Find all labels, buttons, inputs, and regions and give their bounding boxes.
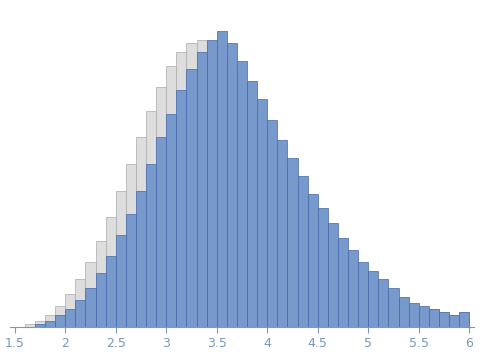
Bar xyxy=(287,185,298,327)
Bar xyxy=(86,288,95,327)
Bar xyxy=(217,61,227,327)
Bar xyxy=(106,217,116,327)
Bar xyxy=(298,176,308,327)
Bar xyxy=(277,140,287,327)
Bar xyxy=(156,87,166,327)
Bar xyxy=(247,81,257,327)
Bar xyxy=(328,244,338,327)
Bar xyxy=(86,262,95,327)
Bar xyxy=(136,138,146,327)
Bar xyxy=(257,99,267,327)
Bar xyxy=(389,288,398,327)
Bar xyxy=(25,324,35,327)
Bar xyxy=(439,312,449,327)
Bar xyxy=(95,241,106,327)
Bar xyxy=(176,90,186,327)
Bar xyxy=(429,309,439,327)
Bar xyxy=(207,40,217,327)
Bar xyxy=(398,297,408,327)
Bar xyxy=(106,256,116,327)
Bar xyxy=(126,164,136,327)
Bar xyxy=(459,312,469,327)
Bar xyxy=(146,111,156,327)
Bar xyxy=(408,309,419,327)
Bar xyxy=(166,66,176,327)
Bar xyxy=(55,306,65,327)
Bar xyxy=(65,309,76,327)
Bar xyxy=(35,324,45,327)
Bar xyxy=(227,43,237,327)
Bar xyxy=(378,280,389,327)
Bar xyxy=(146,164,156,327)
Bar xyxy=(217,31,227,327)
Bar xyxy=(186,69,197,327)
Bar xyxy=(136,191,146,327)
Bar xyxy=(439,312,449,327)
Bar xyxy=(166,114,176,327)
Bar xyxy=(45,321,55,327)
Bar xyxy=(449,315,459,327)
Bar xyxy=(318,229,328,327)
Bar xyxy=(65,294,76,327)
Bar xyxy=(45,315,55,327)
Bar xyxy=(338,256,348,327)
Bar xyxy=(308,214,318,327)
Bar xyxy=(419,306,429,327)
Bar xyxy=(126,214,136,327)
Bar xyxy=(247,111,257,327)
Bar xyxy=(35,321,45,327)
Bar xyxy=(338,238,348,327)
Bar xyxy=(389,300,398,327)
Bar xyxy=(348,250,358,327)
Bar xyxy=(237,93,247,327)
Bar xyxy=(76,300,86,327)
Bar xyxy=(318,208,328,327)
Bar xyxy=(287,158,298,327)
Bar xyxy=(328,223,338,327)
Bar xyxy=(176,52,186,327)
Bar xyxy=(358,276,368,327)
Bar xyxy=(398,306,408,327)
Bar xyxy=(348,268,358,327)
Bar xyxy=(368,285,378,327)
Bar xyxy=(156,138,166,327)
Bar xyxy=(429,309,439,327)
Bar xyxy=(459,312,469,327)
Bar xyxy=(197,52,207,327)
Bar xyxy=(55,315,65,327)
Bar xyxy=(186,43,197,327)
Bar xyxy=(419,309,429,327)
Bar xyxy=(267,149,277,327)
Bar xyxy=(116,191,126,327)
Bar xyxy=(408,303,419,327)
Bar xyxy=(257,129,267,327)
Bar xyxy=(237,61,247,327)
Bar xyxy=(378,294,389,327)
Bar xyxy=(277,167,287,327)
Bar xyxy=(308,193,318,327)
Bar xyxy=(368,270,378,327)
Bar xyxy=(298,200,308,327)
Bar xyxy=(358,262,368,327)
Bar xyxy=(116,235,126,327)
Bar xyxy=(197,40,207,327)
Bar xyxy=(76,280,86,327)
Bar xyxy=(267,120,277,327)
Bar xyxy=(95,273,106,327)
Bar xyxy=(227,75,237,327)
Bar xyxy=(449,315,459,327)
Bar xyxy=(207,46,217,327)
